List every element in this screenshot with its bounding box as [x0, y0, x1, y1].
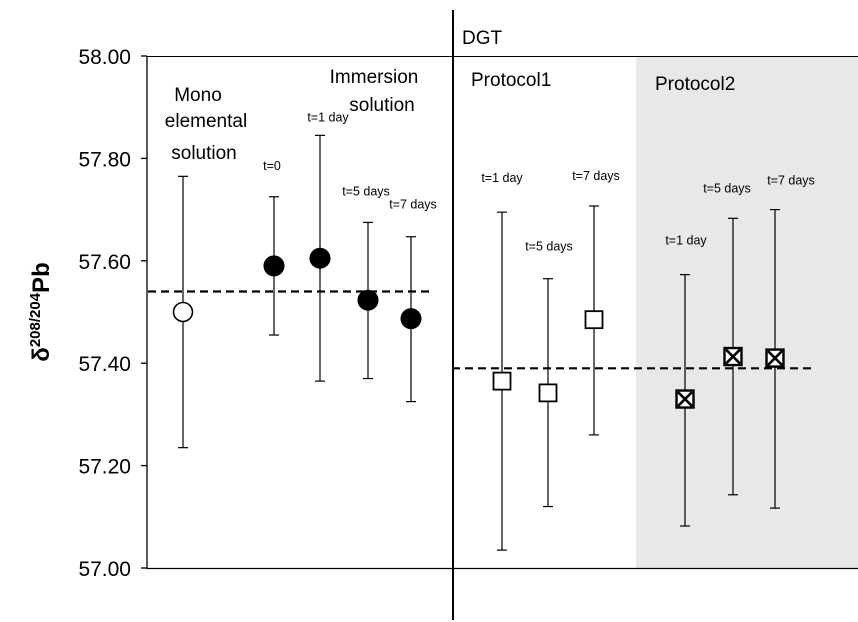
marker-x-stroke-b-8 — [677, 391, 693, 407]
marker-filled-circle-1 — [263, 255, 285, 277]
marker-filled-circle-4 — [400, 308, 422, 330]
data-point-7: t=7 days — [572, 169, 620, 436]
group-label-mono-line2: elemental — [165, 111, 247, 132]
point-label-4: t=7 days — [389, 198, 437, 212]
point-label-1: t=0 — [263, 159, 281, 173]
marker-filled-circle-3 — [357, 289, 379, 311]
y-tick-label-1: 57.20 — [78, 456, 131, 479]
group-label-mono-line1: Mono — [174, 85, 222, 106]
group-label-mono-line3: solution — [171, 143, 237, 164]
protocol2-background — [636, 56, 858, 568]
y-tick-label-5: 58.00 — [78, 46, 131, 69]
data-point-6: t=5 days — [525, 240, 573, 508]
data-point-9: t=5 days — [703, 181, 751, 496]
marker-open-square-6 — [538, 383, 558, 403]
point-label-2: t=1 day — [307, 110, 349, 124]
point-label-9: t=5 days — [703, 181, 751, 195]
y-ticks: 57.00 57.20 57.40 57.60 57.80 58.00 — [78, 46, 147, 581]
point-label-10: t=7 days — [767, 174, 815, 188]
y-tick-label-2: 57.40 — [78, 353, 131, 376]
data-point-2: t=1 day — [307, 110, 349, 382]
group-label-immersion-line2: solution — [349, 95, 415, 116]
y-axis-label-main: Pb — [28, 262, 55, 293]
data-point-8: t=1 day — [665, 234, 707, 527]
marker-open-square-7 — [584, 310, 604, 330]
group-label-protocol1: Protocol1 — [471, 70, 551, 91]
point-label-3: t=5 days — [342, 184, 390, 198]
y-tick-label-4: 57.80 — [78, 148, 131, 171]
point-label-7: t=7 days — [572, 169, 620, 183]
data-point-1: t=0 — [263, 159, 285, 336]
point-label-6: t=5 days — [525, 240, 573, 254]
data-point-5: t=1 day — [481, 171, 523, 551]
marker-open-circle-0 — [172, 301, 194, 323]
data-point-0 — [172, 175, 194, 449]
section-label-dgt: DGT — [462, 28, 503, 49]
marker-open-square-5 — [492, 371, 512, 391]
marker-x-stroke-b-10 — [767, 350, 783, 366]
data-point-10: t=7 days — [765, 174, 815, 509]
y-axis-label-superscript: 208/204 — [27, 292, 44, 347]
y-axis-label-prefix: δ — [28, 347, 55, 362]
point-label-5: t=1 day — [481, 171, 523, 185]
data-point-3: t=5 days — [342, 184, 390, 380]
y-tick-label-3: 57.60 — [78, 251, 131, 274]
group-label-protocol2: Protocol2 — [655, 74, 735, 95]
group-label-immersion-line1: Immersion — [330, 67, 419, 88]
data-point-4: t=7 days — [389, 198, 437, 403]
point-label-8: t=1 day — [665, 234, 707, 248]
y-tick-label-0: 57.00 — [78, 558, 131, 581]
marker-x-stroke-b-9 — [725, 348, 741, 365]
y-axis-label: δ208/204Pb — [27, 262, 55, 361]
marker-filled-circle-2 — [309, 247, 331, 269]
reference-lines — [148, 290, 812, 370]
